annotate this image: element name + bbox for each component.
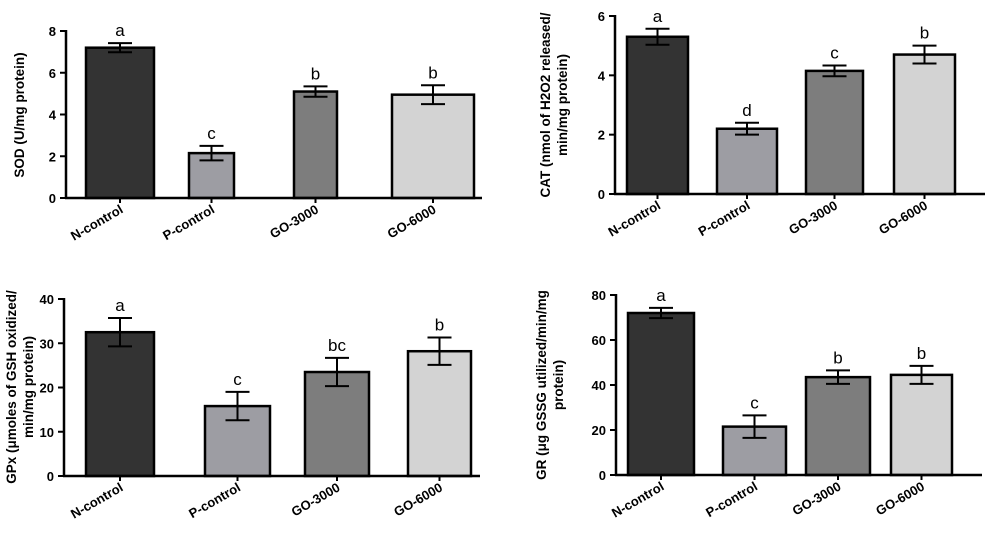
error-bar <box>742 414 767 439</box>
significance-label: b <box>311 64 320 83</box>
bar-go-6000 <box>892 53 957 196</box>
x-tick-label: GO-3000 <box>786 198 840 238</box>
chart-panel-4: a N-control c P-control b GO-3000 b GO-6000 0 20 4… <box>534 286 982 521</box>
chart-panel-3: a N-control c P-control bc GO-3000 b GO-6000 0 10… <box>4 290 480 522</box>
y-tick-label: 80 <box>592 288 606 303</box>
y-axis-label: CAT (nmol of H2O2 released/min/mg protei… <box>538 12 570 197</box>
y-tick-label: 6 <box>49 66 56 81</box>
bar-n-control <box>84 46 156 200</box>
significance-label: c <box>750 393 759 412</box>
bar-go-6000 <box>390 93 476 200</box>
x-tick-label: GO-6000 <box>391 480 445 520</box>
significance-label: b <box>435 315 444 334</box>
error-bar <box>822 64 847 78</box>
bar-go-6000 <box>406 349 473 478</box>
error-bar <box>108 317 132 348</box>
error-bar <box>199 144 224 162</box>
error-bar <box>303 85 328 98</box>
x-tick-label: N-control <box>609 479 667 521</box>
significance-label: b <box>428 63 437 82</box>
significance-label: bc <box>328 336 346 355</box>
x-tick-label: GO-3000 <box>289 480 343 520</box>
error-bar <box>225 390 250 422</box>
y-axis-label: GPx (μmoles of GSH oxidized/min/mg prote… <box>4 290 36 484</box>
bar-go-6000 <box>889 373 954 477</box>
significance-label: c <box>207 124 216 143</box>
significance-label: d <box>742 101 751 120</box>
bar-go-3000 <box>804 69 865 196</box>
bar-p-control <box>715 127 779 196</box>
significance-label: c <box>830 44 839 63</box>
error-bar <box>645 27 670 46</box>
x-tick-label: GO-3000 <box>790 479 844 519</box>
error-bar <box>325 356 349 388</box>
x-tick-label: P-control <box>703 479 760 521</box>
y-tick-label: 2 <box>598 128 605 143</box>
y-tick-label: 4 <box>598 68 606 83</box>
y-tick-label: 0 <box>599 468 606 483</box>
y-tick-label: 20 <box>40 381 54 396</box>
y-tick-label: 10 <box>40 425 54 440</box>
x-tick-label: N-control <box>68 480 126 522</box>
bar-go-3000 <box>292 90 339 200</box>
y-tick-label: 20 <box>592 423 606 438</box>
error-bar <box>826 369 850 385</box>
chart-panel-1: a N-control c P-control b GO-3000 b GO-6000 0 2 4 6… <box>12 21 482 243</box>
significance-label: a <box>656 286 666 305</box>
y-axis-label: SOD (U/mg protein) <box>12 52 27 177</box>
error-bar <box>912 44 937 65</box>
x-tick-label: GO-6000 <box>876 198 930 238</box>
y-tick-label: 6 <box>598 9 605 24</box>
significance-label: c <box>233 370 242 389</box>
significance-label: a <box>115 296 125 315</box>
y-tick-label: 40 <box>592 378 606 393</box>
y-tick-label: 0 <box>47 469 54 484</box>
x-tick-label: P-control <box>160 202 217 244</box>
y-tick-label: 30 <box>40 336 54 351</box>
y-tick-label: 4 <box>49 108 57 123</box>
error-bar <box>427 336 452 366</box>
bar-n-control <box>84 330 156 478</box>
significance-label: b <box>833 348 842 367</box>
y-tick-label: 60 <box>592 333 606 348</box>
x-tick-label: GO-6000 <box>873 479 927 519</box>
bar-n-control <box>626 311 696 477</box>
y-axis-label: GR (μg GSSG utilized/min/mg protein) <box>534 290 566 480</box>
x-tick-label: GO-6000 <box>385 202 439 242</box>
y-tick-label: 0 <box>49 191 56 206</box>
y-tick-label: 2 <box>49 149 56 164</box>
error-bar <box>735 121 759 136</box>
error-bar <box>909 364 934 385</box>
x-tick-label: P-control <box>186 480 243 522</box>
y-tick-label: 40 <box>40 292 54 307</box>
y-tick-label: 0 <box>598 187 605 202</box>
error-bar <box>649 306 673 320</box>
bar-go-3000 <box>804 375 872 477</box>
significance-label: a <box>115 21 125 40</box>
chart-panel-2: a N-control d P-control c GO-3000 b GO-6000 0 2 4 6… <box>538 7 985 240</box>
x-tick-label: N-control <box>68 202 126 244</box>
x-tick-label: P-control <box>696 198 753 240</box>
x-tick-label: GO-3000 <box>267 202 321 242</box>
significance-label: b <box>917 344 926 363</box>
significance-label: a <box>653 7 663 26</box>
bar-go-3000 <box>303 370 371 478</box>
x-tick-label: N-control <box>605 198 663 240</box>
significance-label: b <box>920 24 929 43</box>
error-bar <box>421 84 445 106</box>
y-tick-label: 8 <box>49 24 56 39</box>
bar-n-control <box>625 35 690 196</box>
error-bar <box>108 42 132 54</box>
